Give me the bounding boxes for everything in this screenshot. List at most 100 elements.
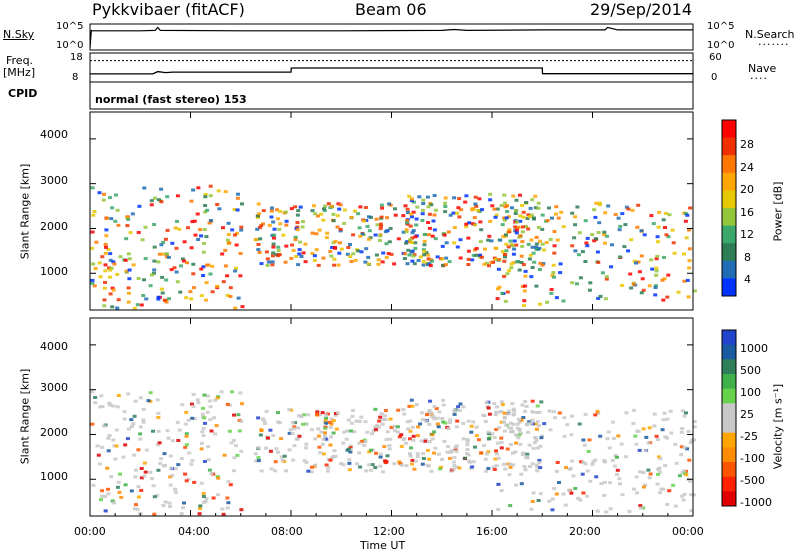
- power-cell: [383, 230, 388, 234]
- velocity-cell: [190, 459, 195, 463]
- power-cell: [531, 216, 536, 220]
- velocity-cell: [332, 449, 337, 453]
- power-cell: [266, 260, 271, 264]
- velocity-cell: [135, 507, 140, 511]
- velocity-cell: [517, 417, 521, 421]
- power-cell: [131, 263, 136, 267]
- velocity-cell: [619, 442, 624, 446]
- power-cell: [164, 278, 169, 282]
- velocity-cell: [202, 393, 207, 397]
- velocity-cell: [191, 392, 196, 396]
- velocity-cell: [369, 448, 373, 452]
- power-cell: [385, 216, 390, 220]
- velocity-cell: [535, 446, 540, 450]
- power-cell: [296, 209, 301, 213]
- velocity-cell: [538, 492, 543, 496]
- power-cell: [104, 228, 109, 232]
- power-cell: [228, 295, 233, 298]
- power-range-tick-2000: 2000: [40, 220, 68, 233]
- velocity-cell: [554, 469, 559, 473]
- velocity-cell: [105, 466, 110, 470]
- velocity-cell: [291, 427, 296, 431]
- power-cell: [455, 245, 460, 249]
- power-cell: [632, 259, 637, 263]
- power-cell: [289, 207, 294, 211]
- velocity-cell: [385, 454, 390, 458]
- velocity-cell: [381, 418, 385, 422]
- velocity-cell: [122, 417, 127, 421]
- velocity-cell: [316, 434, 321, 438]
- power-cell: [152, 245, 157, 249]
- power-cell: [649, 258, 654, 262]
- power-cell: [342, 208, 347, 212]
- velocity-cell: [657, 455, 661, 459]
- velocity-cell: [226, 501, 231, 505]
- velocity-cell: [446, 427, 451, 430]
- velocity-cell: [493, 413, 498, 417]
- velocity-cell: [317, 445, 322, 449]
- power-cell: [529, 275, 534, 279]
- velocity-cell: [462, 456, 467, 460]
- power-cell: [473, 195, 478, 199]
- power-cell: [284, 244, 289, 248]
- time-axis-label: Time UT: [360, 539, 406, 552]
- power-cell: [618, 255, 622, 259]
- velocity-cell: [606, 430, 611, 434]
- velocity-cell: [342, 430, 347, 434]
- power-cell: [641, 288, 646, 292]
- power-cell: [159, 287, 164, 291]
- power-cell: [293, 238, 298, 242]
- power-cell: [670, 228, 675, 232]
- velocity-cell: [517, 429, 522, 432]
- velocity-cell: [109, 475, 114, 479]
- power-cell: [376, 258, 381, 262]
- velocity-cell: [138, 425, 143, 429]
- velocity-colorbar-swatch: [722, 344, 736, 360]
- velocity-cell: [383, 418, 388, 421]
- time-tick-2: 08:00: [271, 525, 303, 538]
- power-cell: [457, 197, 462, 201]
- velocity-cell: [345, 429, 349, 433]
- power-cell: [393, 213, 398, 217]
- vel-range-tick-1000: 1000: [40, 470, 68, 483]
- power-cell: [409, 197, 414, 201]
- velocity-cell: [682, 414, 687, 418]
- power-cell: [259, 262, 264, 266]
- power-cell: [584, 241, 589, 245]
- velocity-cell: [100, 445, 105, 449]
- power-cell: [115, 272, 120, 276]
- velocity-cell: [346, 418, 351, 422]
- velocity-cell: [304, 446, 309, 450]
- power-cell: [336, 263, 341, 267]
- velocity-cell: [576, 496, 581, 500]
- velocity-cell: [378, 455, 383, 459]
- velocity-cell: [222, 453, 227, 457]
- power-cell: [375, 223, 380, 227]
- power-cell: [217, 207, 222, 211]
- velocity-cell: [348, 450, 353, 454]
- power-cell: [489, 239, 494, 243]
- velocity-cell: [499, 489, 504, 493]
- power-cell: [576, 253, 581, 257]
- velocity-cell: [496, 482, 501, 486]
- power-cell: [126, 252, 131, 256]
- power-cell: [660, 278, 665, 282]
- power-cell: [256, 202, 261, 206]
- velocity-cell: [168, 483, 173, 487]
- power-cell: [448, 213, 453, 217]
- velocity-cell: [170, 439, 175, 443]
- velocity-cell: [593, 458, 598, 462]
- power-cell: [686, 295, 691, 299]
- velocity-cell: [221, 512, 226, 516]
- power-cell: [114, 193, 118, 197]
- velocity-cell: [534, 438, 539, 442]
- velocity-cell: [123, 483, 128, 487]
- velocity-cell: [494, 428, 499, 431]
- power-cell: [349, 260, 354, 263]
- power-cell: [104, 216, 109, 220]
- velocity-cell: [232, 456, 237, 460]
- velocity-cell: [155, 398, 160, 402]
- velocity-cell: [610, 420, 615, 424]
- velocity-cell: [200, 441, 204, 445]
- velocity-cell: [461, 405, 466, 409]
